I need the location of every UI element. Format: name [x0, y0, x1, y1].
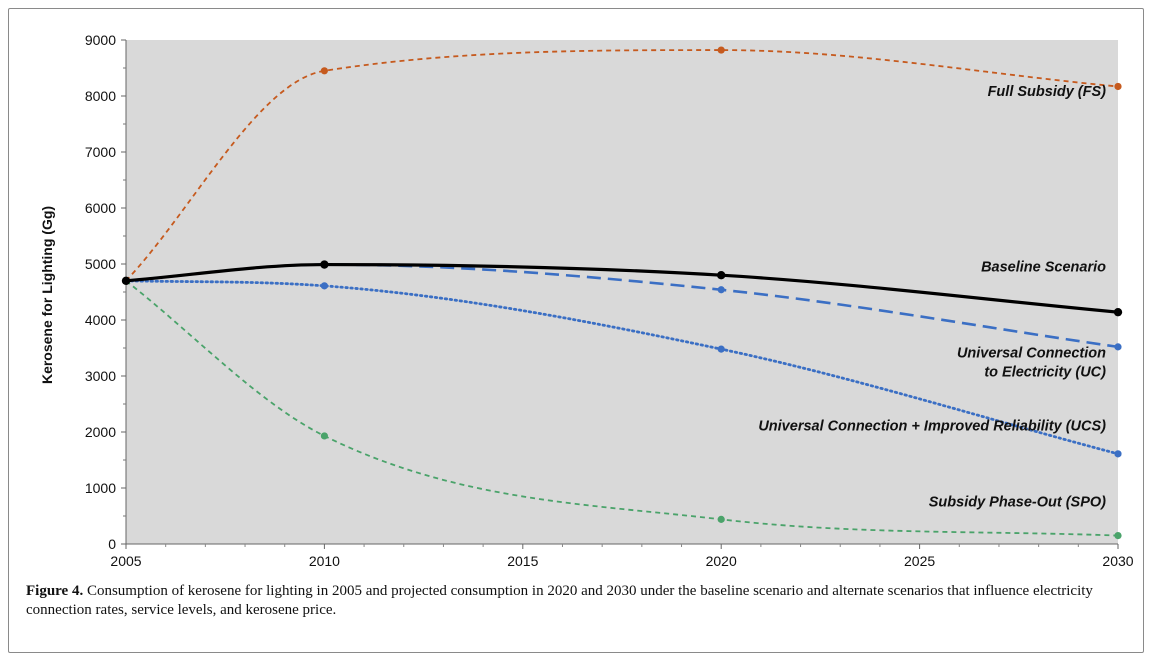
- y-tick-label: 7000: [85, 144, 116, 160]
- y-tick-label: 8000: [85, 88, 116, 104]
- series-label: Subsidy Phase-Out (SPO): [929, 494, 1106, 510]
- series-line: [124, 279, 1120, 456]
- y-tick-label: 4000: [85, 312, 116, 328]
- y-tick-label: 2000: [85, 424, 116, 440]
- y-axis-ticks: 0 1000 2000 3000 4000 5000 6000 7000 8000 9000: [85, 32, 126, 552]
- series-points: [121, 46, 1123, 540]
- y-tick-label: 9000: [85, 32, 116, 48]
- data-point: [1114, 82, 1122, 91]
- series-labels: Full Subsidy (FS) Baseline Scenario Univer…: [758, 84, 1106, 510]
- data-point: [121, 276, 131, 285]
- x-axis-ticks: 2005 2010 2015 2020 2025 2030: [110, 544, 1134, 569]
- plot-area: [126, 40, 1118, 544]
- x-tick-label: 2015: [507, 553, 538, 569]
- data-point: [1114, 450, 1122, 458]
- x-tick-label: 2010: [309, 553, 340, 569]
- data-point: [717, 286, 725, 294]
- series-line: [125, 262, 1119, 314]
- x-tick-label: 2030: [1102, 553, 1133, 569]
- y-tick-label: 3000: [85, 368, 116, 384]
- x-tick-label: 2025: [904, 553, 935, 569]
- series-label: Universal Connection: [957, 346, 1106, 362]
- y-axis-label: Kerosene for Lighting (Gg): [39, 206, 55, 384]
- data-point: [717, 271, 726, 280]
- y-tick-label: 6000: [85, 200, 116, 216]
- data-point: [1114, 343, 1122, 351]
- caption-text: Consumption of kerosene for lighting in …: [26, 583, 1093, 618]
- series-lines: [124, 49, 1120, 537]
- series-line: [125, 280, 1119, 537]
- y-tick-label: 1000: [85, 480, 116, 496]
- data-point: [320, 67, 328, 75]
- series-line: [125, 49, 1119, 282]
- y-tick-label: 5000: [85, 256, 116, 272]
- data-point: [320, 260, 329, 269]
- data-point: [1114, 532, 1122, 540]
- data-point: [320, 432, 328, 440]
- y-tick-label: 0: [108, 536, 116, 552]
- figure-caption: Figure 4. Consumption of kerosene for li…: [26, 582, 1126, 620]
- x-tick-label: 2020: [706, 553, 737, 569]
- series-line: [125, 263, 1119, 349]
- data-point: [1113, 307, 1123, 317]
- data-point: [717, 515, 725, 523]
- series-label: Full Subsidy (FS): [988, 84, 1107, 100]
- x-tick-label: 2005: [110, 553, 141, 569]
- series-label: Baseline Scenario: [981, 259, 1106, 275]
- data-point: [320, 282, 328, 290]
- data-point: [717, 46, 725, 54]
- caption-label: Figure 4.: [26, 583, 84, 599]
- series-label: Universal Connection + Improved Reliabil…: [758, 418, 1106, 434]
- series-label: to Electricity (UC): [984, 365, 1106, 381]
- data-point: [717, 345, 725, 353]
